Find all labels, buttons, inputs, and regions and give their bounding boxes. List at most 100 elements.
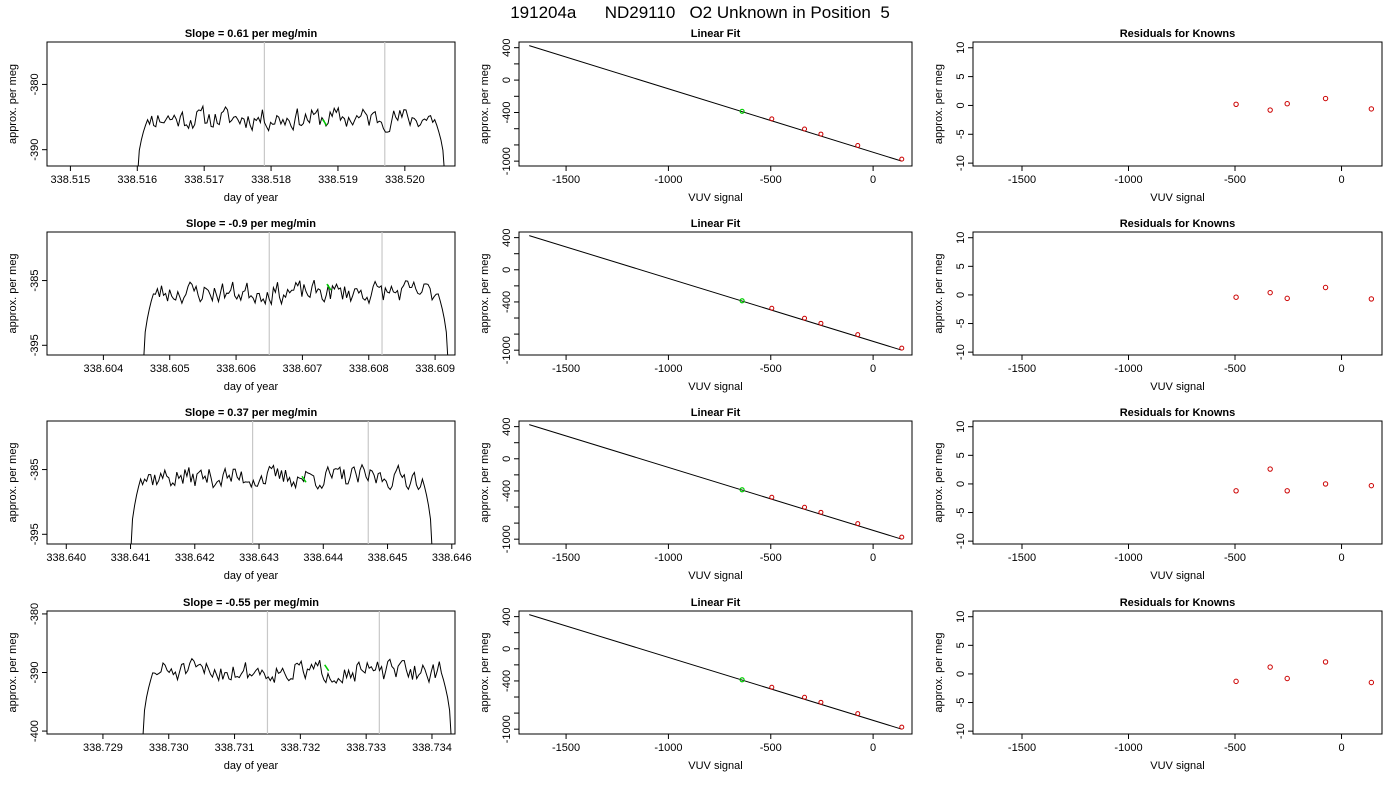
residual-point (1368, 482, 1375, 489)
x-tick-label: -1500 (1008, 363, 1036, 375)
known-point (802, 694, 808, 700)
y-tick-label: 10 (955, 611, 967, 623)
known-point (802, 315, 808, 321)
panel-title: Residuals for Knowns (1120, 407, 1236, 419)
x-tick-label: 338.730 (149, 742, 189, 754)
x-tick-label: -500 (1224, 363, 1246, 375)
y-tick-label: 0 (501, 267, 513, 273)
y-axis-label: approx. per meg (479, 632, 491, 712)
y-tick-label: -390 (29, 139, 41, 161)
x-tick-label: -1500 (552, 174, 580, 186)
y-tick-label: -385 (29, 459, 41, 481)
x-tick-label: -1500 (552, 363, 580, 375)
known-point (802, 126, 808, 132)
y-tick-label: -400 (501, 670, 513, 692)
y-axis-label: approx. per meg (7, 442, 19, 522)
unknown-point (739, 487, 745, 493)
y-tick-label: 10 (955, 232, 967, 244)
x-tick-label: 0 (870, 742, 876, 754)
x-axis-label: VUV signal (688, 760, 742, 772)
x-tick-label: 338.606 (216, 363, 256, 375)
x-tick-label: 338.732 (280, 742, 320, 754)
panel-title: Residuals for Knowns (1120, 218, 1236, 230)
figure-title: 191204a ND29110 O2 Unknown in Position 5 (510, 3, 890, 22)
panel-title: Linear Fit (691, 28, 741, 40)
x-tick-label: -1000 (1114, 552, 1142, 564)
x-axis-label: day of year (224, 192, 279, 204)
x-axis-label: VUV signal (1150, 760, 1204, 772)
x-tick-label: -1500 (552, 552, 580, 564)
x-tick-label: 338.734 (412, 742, 452, 754)
known-point (818, 131, 824, 137)
y-tick-label: 400 (501, 228, 513, 246)
residual-point (1322, 659, 1329, 665)
x-tick-label: 338.645 (368, 552, 408, 564)
y-tick-label: -10 (955, 344, 967, 360)
x-tick-label: 338.519 (318, 174, 358, 186)
chart-panel-resid-3: Residuals for Knowns -1500 -1000 -500 0 VUV s… (933, 407, 1383, 582)
x-tick-label: 338.520 (385, 174, 425, 186)
y-tick-label: -400 (501, 480, 513, 502)
x-tick-label: -1500 (1008, 552, 1036, 564)
x-tick-label: -1000 (1114, 174, 1142, 186)
residual-point (1322, 481, 1329, 487)
known-point (818, 509, 824, 515)
y-tick-label: -400 (29, 720, 41, 742)
y-axis-label: approx. per meg (479, 64, 491, 144)
x-tick-label: 0 (1338, 174, 1344, 186)
plot-frame (46, 41, 456, 167)
x-tick-label: 338.517 (184, 174, 224, 186)
x-axis-label: VUV signal (1150, 570, 1204, 582)
known-point (855, 521, 861, 527)
fit-line (529, 614, 902, 730)
x-tick-label: 0 (1338, 363, 1344, 375)
residual-point (1368, 679, 1375, 686)
chart-panel-resid-1: Residuals for Knowns -1500 -1000 -500 0 VUV s… (933, 28, 1383, 204)
chart-panel-trace-1: Slope = 0.61 per meg/min 338.515 338.516 33… (7, 28, 456, 204)
plot-area (529, 424, 905, 540)
residual-point (1284, 295, 1290, 302)
y-tick-label: -10 (955, 723, 967, 739)
plot-frame (46, 610, 456, 735)
y-tick-label: -400 (501, 291, 513, 313)
y-tick-label: 400 (501, 38, 513, 56)
residual-point (1368, 296, 1375, 302)
y-tick-label: 0 (955, 481, 967, 487)
signal-trace-line (142, 657, 452, 734)
y-axis-label: approx. per meg (933, 64, 945, 144)
x-axis-label: VUV signal (1150, 381, 1204, 393)
x-axis-label: day of year (224, 570, 279, 582)
y-tick-label: 0 (955, 671, 967, 677)
known-point (818, 320, 824, 326)
known-point (899, 156, 905, 162)
x-tick-label: -1000 (654, 742, 682, 754)
x-tick-label: -1000 (1114, 742, 1142, 754)
known-point (855, 711, 861, 717)
y-tick-label: -380 (29, 73, 41, 95)
panel-title: Linear Fit (691, 218, 741, 230)
x-tick-label: -1000 (654, 552, 682, 564)
y-tick-label: 5 (955, 263, 967, 269)
unknown-marker (324, 664, 330, 672)
x-tick-label: 338.646 (432, 552, 472, 564)
y-tick-label: 0 (955, 102, 967, 108)
x-tick-label: 338.516 (117, 174, 157, 186)
plot-frame (518, 41, 913, 167)
x-axis-label: day of year (224, 381, 279, 393)
y-tick-label: -395 (29, 523, 41, 545)
x-tick-label: 0 (1338, 742, 1344, 754)
residual-point (1267, 289, 1273, 296)
x-tick-label: -500 (760, 552, 782, 564)
plot-frame (518, 231, 913, 356)
chart-panel-trace-2: Slope = -0.9 per meg/min 338.604 338.605 33… (7, 218, 456, 393)
signal-trace-line (130, 463, 433, 544)
y-tick-label: 5 (955, 452, 967, 458)
plot-frame (972, 420, 1383, 545)
y-tick-label: 0 (501, 77, 513, 83)
y-tick-label: 400 (501, 417, 513, 435)
y-tick-label: -5 (955, 319, 967, 329)
x-tick-label: 0 (1338, 552, 1344, 564)
y-axis-label: approx. per meg (933, 253, 945, 333)
x-axis-label: VUV signal (688, 381, 742, 393)
x-tick-label: -500 (760, 742, 782, 754)
